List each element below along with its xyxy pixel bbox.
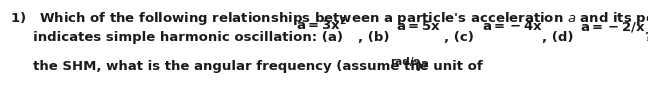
Text: rad/s: rad/s: [390, 57, 420, 67]
Text: the SHM, what is the angular frequency (assume the unit of: the SHM, what is the angular frequency (…: [10, 60, 487, 73]
Text: ? For: ? For: [645, 31, 648, 44]
Text: , (d): , (d): [542, 31, 578, 44]
Text: $\mathbf{a=5x}$: $\mathbf{a=5x}$: [396, 20, 441, 33]
Text: )?: )?: [416, 60, 430, 73]
Text: , (c): , (c): [444, 31, 478, 44]
Text: $\mathbf{a=-2/x}$: $\mathbf{a=-2/x}$: [580, 20, 646, 34]
Text: $\mathbf{a=3x^2}$: $\mathbf{a=3x^2}$: [296, 16, 347, 33]
Text: , (b): , (b): [358, 31, 394, 44]
Text: indicates simple harmonic oscillation: (a): indicates simple harmonic oscillation: (…: [10, 31, 347, 44]
Text: $\mathbf{a=-4x}$: $\mathbf{a=-4x}$: [482, 20, 543, 33]
Text: 1)   Which of the following relationships between a particle's acceleration $\ma: 1) Which of the following relationships …: [10, 10, 648, 27]
